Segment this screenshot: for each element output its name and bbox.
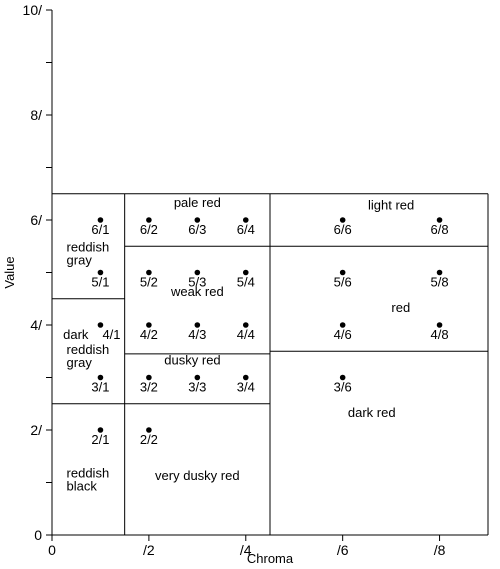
point-label: 3/6 [334, 380, 352, 395]
y-axis-title: Value [2, 256, 17, 288]
point-label: 5/4 [237, 275, 255, 290]
region-label: weak red [170, 284, 224, 299]
x-tick-label: /8 [434, 542, 446, 558]
point-label: 3/3 [188, 380, 206, 395]
point-label: 4/4 [237, 327, 255, 342]
y-tick-label: 4/ [30, 317, 42, 333]
point-label: 5/2 [140, 275, 158, 290]
x-tick-label: 0 [48, 542, 56, 558]
x-axis-title: Chroma [247, 551, 294, 566]
y-tick-label: 2/ [30, 422, 42, 438]
point-label: 4/8 [431, 327, 449, 342]
point-label: 6/3 [188, 222, 206, 237]
region-label: very dusky red [155, 468, 240, 483]
region-label: gray [67, 253, 93, 268]
y-tick-label: 8/ [30, 107, 42, 123]
point-label: 3/1 [91, 380, 109, 395]
point-label: 4/3 [188, 327, 206, 342]
x-tick-label: /6 [337, 542, 349, 558]
point-label: 6/6 [334, 222, 352, 237]
region-label: black [67, 478, 98, 493]
point-label: 2/1 [91, 432, 109, 447]
point-label: 6/4 [237, 222, 255, 237]
munsell-chroma-value-chart: { "chart": { "type": "scatter-with-regio… [0, 0, 500, 569]
point-label: 3/4 [237, 380, 255, 395]
point-label: 4/6 [334, 327, 352, 342]
chart-svg: 02/4/6/8/10/0/2/4/6/8ChromaValue6/15/1da… [0, 0, 500, 569]
region-label: red [391, 300, 410, 315]
point-label: 3/2 [140, 380, 158, 395]
point-label: 2/2 [140, 432, 158, 447]
region-label: pale red [174, 195, 221, 210]
point-label: 6/2 [140, 222, 158, 237]
point-label: 4/1 [102, 327, 120, 342]
point-label: 6/8 [431, 222, 449, 237]
point-label: 5/6 [334, 275, 352, 290]
y-tick-label: 6/ [30, 212, 42, 228]
region-label: light red [368, 198, 414, 213]
point-label: 5/8 [431, 275, 449, 290]
point-label: 4/2 [140, 327, 158, 342]
point-prefix: dark [63, 327, 89, 342]
y-tick-label: 10/ [23, 2, 43, 18]
point-label: 6/1 [91, 222, 109, 237]
region-label: dark red [348, 405, 396, 420]
region-label: dusky red [164, 352, 220, 367]
x-tick-label: /2 [143, 542, 155, 558]
point-label: 5/1 [91, 275, 109, 290]
y-tick-label: 0 [34, 527, 42, 543]
region-label: gray [67, 355, 93, 370]
